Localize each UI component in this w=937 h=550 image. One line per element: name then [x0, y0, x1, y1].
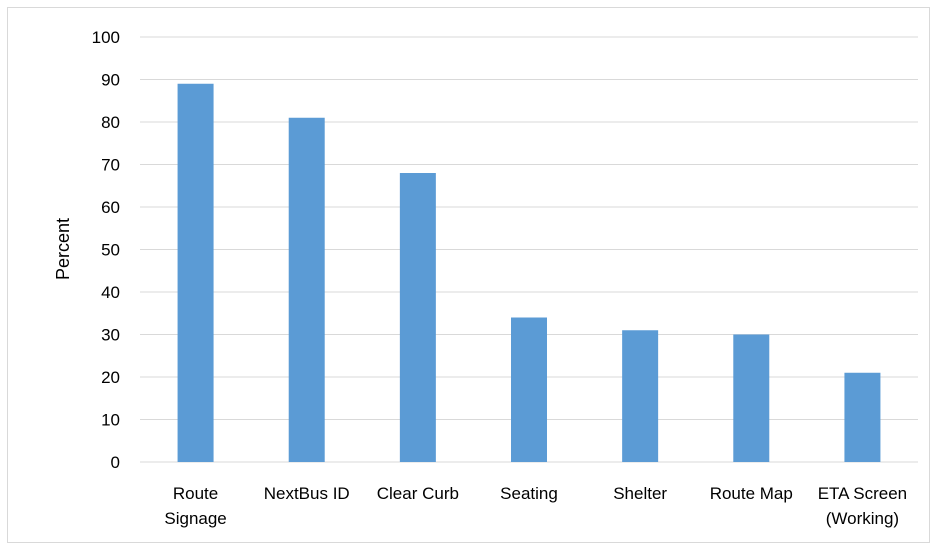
- y-tick-label: 20: [101, 368, 120, 387]
- bar: [622, 330, 659, 462]
- x-category-labels: Route Signage NextBus ID Clear Curb Seating S…: [164, 484, 907, 528]
- x-category-label: Route Signage: [164, 484, 226, 528]
- bar: [177, 83, 214, 462]
- y-tick-label: 60: [101, 198, 120, 217]
- y-tick-label: 10: [101, 411, 120, 430]
- bar: [511, 317, 547, 462]
- y-axis-title: Percent: [53, 218, 73, 280]
- bar: [733, 334, 770, 462]
- gridlines: [140, 36, 918, 463]
- y-tick-labels: 0 10 20 30 40 50 60 70 80 90 100: [92, 28, 120, 472]
- y-tick-label: 40: [101, 283, 120, 302]
- x-category-label: NextBus ID: [264, 484, 350, 503]
- y-tick-label: 80: [101, 113, 120, 132]
- y-tick-label: 70: [101, 156, 120, 175]
- chart-frame: [7, 7, 930, 543]
- bar: [399, 173, 436, 462]
- x-category-label: Clear Curb: [377, 484, 459, 503]
- y-tick-label: 100: [92, 28, 120, 47]
- bar: [844, 372, 881, 462]
- y-tick-label: 90: [101, 71, 120, 90]
- y-tick-label: 50: [101, 241, 120, 260]
- bar: [288, 117, 325, 462]
- x-category-label: Route Map: [710, 484, 793, 503]
- x-category-label: ETA Screen (Working): [818, 484, 907, 528]
- bars: [177, 83, 881, 462]
- y-tick-label: 0: [111, 453, 120, 472]
- x-category-label: Shelter: [613, 484, 667, 503]
- y-tick-label: 30: [101, 326, 120, 345]
- x-category-label: Seating: [500, 484, 558, 503]
